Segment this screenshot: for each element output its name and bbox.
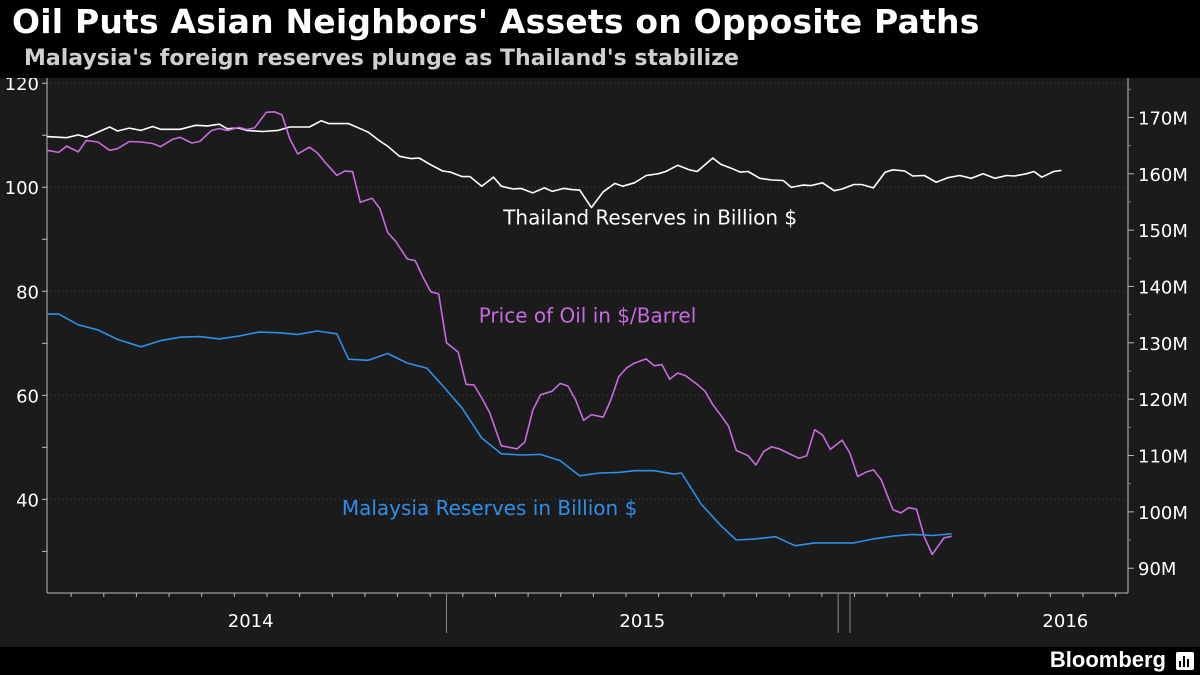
line-chart: 40 60 80 100 120 90M 100M 110M 120M 130M 140M 150M 1… <box>5 78 1188 633</box>
oil-label: Price of Oil in $/Barrel <box>479 303 697 327</box>
bar-chart-icon <box>1176 652 1194 670</box>
y-right-tick-label: 160M <box>1138 165 1188 186</box>
oil-price-line <box>46 111 952 556</box>
brand-name: Bloomberg <box>1049 647 1166 672</box>
y-left-tick-label: 60 <box>16 386 39 407</box>
y-right-tick-label: 170M <box>1138 108 1188 129</box>
x-tick-label: 2016 <box>1042 611 1088 632</box>
y-left-tick-label: 100 <box>5 178 39 199</box>
plot-area <box>47 78 1128 593</box>
x-tick-label: 2015 <box>619 611 665 632</box>
chart-title: Oil Puts Asian Neighbors' Assets on Oppo… <box>12 2 980 41</box>
y-right-tick-label: 90M <box>1138 559 1176 580</box>
y-right-tick-label: 130M <box>1138 334 1188 355</box>
y-right-tick-label: 120M <box>1138 390 1188 411</box>
footer-bar: Bloomberg <box>0 647 1200 675</box>
y-right-tick-label: 100M <box>1138 503 1188 524</box>
y-left-tick-label: 80 <box>16 282 39 303</box>
malaysia-reserves-line <box>47 313 952 547</box>
y-left-tick-label: 120 <box>5 78 39 95</box>
chart-panel: 40 60 80 100 120 90M 100M 110M 120M 130M 140M 150M 1… <box>0 78 1200 647</box>
thailand-label: Thailand Reserves in Billion $ <box>502 205 797 229</box>
y-right-tick-label: 150M <box>1138 221 1188 242</box>
x-tick-label: 2014 <box>228 611 274 632</box>
y-right-tick-label: 140M <box>1138 277 1188 298</box>
y-right-tick-label: 110M <box>1138 447 1188 468</box>
y-left-tick-label: 40 <box>16 490 39 511</box>
chart-subtitle: Malaysia's foreign reserves plunge as Th… <box>24 46 739 71</box>
malaysia-label: Malaysia Reserves in Billion $ <box>342 496 637 520</box>
